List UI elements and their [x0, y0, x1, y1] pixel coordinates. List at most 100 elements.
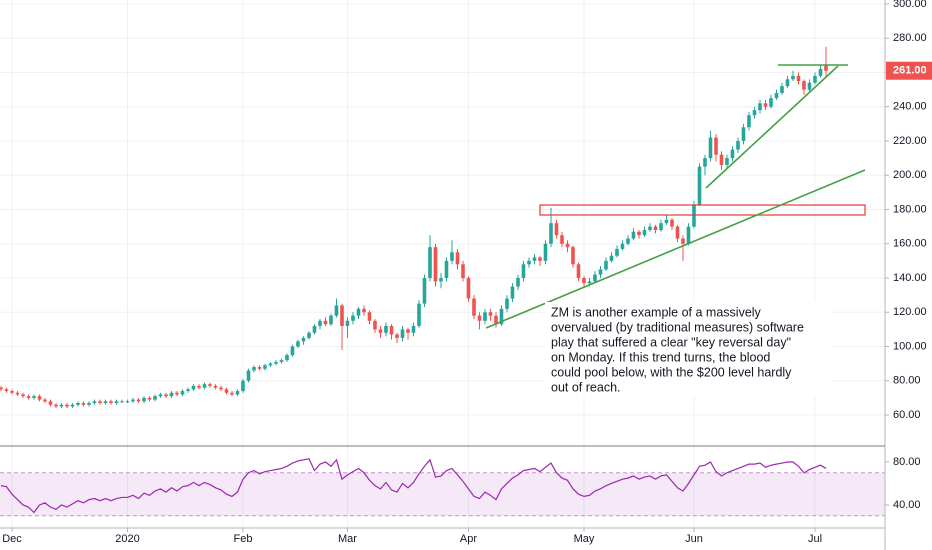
candle-body [290, 346, 295, 356]
rsi-band [0, 472, 885, 516]
candle-body [136, 399, 141, 402]
candle-body [351, 315, 355, 321]
candle-body [488, 312, 493, 316]
candle-body [125, 401, 130, 403]
candle-body [417, 303, 421, 326]
candle-body [681, 238, 685, 244]
candle-body [340, 305, 344, 326]
candle-body [213, 385, 218, 388]
candle-body [395, 334, 399, 338]
candle-body [714, 137, 718, 155]
candle-body [120, 401, 124, 403]
candle-body [10, 391, 14, 393]
candle-body [109, 401, 113, 404]
y-tick-label: 200.00 [893, 169, 927, 181]
x-tick-label: May [574, 533, 595, 545]
trend-line [705, 65, 839, 189]
candle-body [510, 286, 515, 299]
candle-body [758, 103, 762, 111]
candle-body [791, 75, 795, 80]
candle-body [615, 248, 619, 256]
candle-body [587, 281, 592, 284]
candle-body [0, 387, 3, 390]
x-tick-label: Mar [338, 533, 357, 545]
candle-body [439, 277, 443, 282]
x-tick-label: 2020 [115, 533, 139, 545]
candle-body [543, 243, 548, 261]
candle-body [620, 243, 625, 249]
candle-body [730, 149, 735, 159]
candle-body [466, 277, 471, 299]
candle-body [252, 367, 256, 371]
candle-body [54, 404, 58, 407]
annotation-box [545, 302, 831, 396]
candle-body [527, 260, 531, 265]
candle-body [389, 325, 394, 335]
annotation-text: out of reach. [551, 380, 621, 394]
candle-body [15, 392, 20, 395]
annotation-text: overvalued (by traditional measures) sof… [551, 320, 804, 334]
candle-body [81, 403, 86, 405]
candle-body [21, 394, 25, 397]
candle-body [477, 315, 482, 321]
candle-body [219, 387, 223, 390]
candle-body [461, 264, 465, 278]
candle-body [384, 325, 388, 333]
candle-body [164, 394, 168, 397]
candle-body [648, 226, 652, 231]
candle-body [796, 75, 801, 82]
candle-body [604, 260, 608, 270]
candle-body [307, 332, 311, 338]
candle-body [565, 243, 570, 248]
candle-body [76, 403, 80, 405]
resistance-box [539, 204, 866, 216]
candle-body [175, 392, 179, 395]
candle-body [378, 329, 383, 333]
candle-body [98, 401, 102, 404]
candle-body [538, 257, 542, 261]
candle-body [191, 385, 196, 390]
y-tick-label: 180.00 [893, 203, 927, 215]
candle-body [516, 277, 520, 287]
candles [0, 46, 828, 409]
candle-body [202, 384, 207, 388]
candle-body [747, 115, 751, 128]
candle-body [505, 298, 509, 309]
candle-body [329, 315, 333, 325]
candle-body [483, 312, 487, 321]
candle-body [455, 252, 460, 265]
candle-body [241, 380, 245, 392]
candle-body [675, 226, 680, 239]
candle-body [433, 247, 438, 282]
candle-body [65, 404, 69, 407]
candle-body [637, 231, 641, 236]
candle-body [32, 396, 36, 398]
candle-body [70, 404, 75, 407]
candle-body [774, 93, 779, 99]
candle-body [549, 223, 553, 244]
candle-body [301, 337, 306, 342]
candle-body [92, 401, 97, 404]
candle-body [444, 260, 449, 278]
candle-body [560, 235, 564, 244]
rsi-pane [0, 458, 885, 517]
candle-body [334, 305, 339, 316]
candle-body [246, 370, 251, 381]
candle-body [824, 65, 828, 71]
candle-body [785, 79, 790, 87]
y-tick-label: 160.00 [893, 238, 927, 250]
candle-body [235, 391, 240, 395]
grid [0, 0, 885, 528]
candle-body [450, 252, 454, 261]
x-tick-label: Jun [685, 533, 703, 545]
candle-body [153, 396, 157, 400]
candle-body [741, 127, 746, 141]
candle-body [697, 166, 702, 205]
candle-body [807, 82, 812, 90]
trend-line [485, 169, 866, 329]
candle-body [362, 308, 366, 313]
y-tick-label: 220.00 [893, 135, 927, 147]
